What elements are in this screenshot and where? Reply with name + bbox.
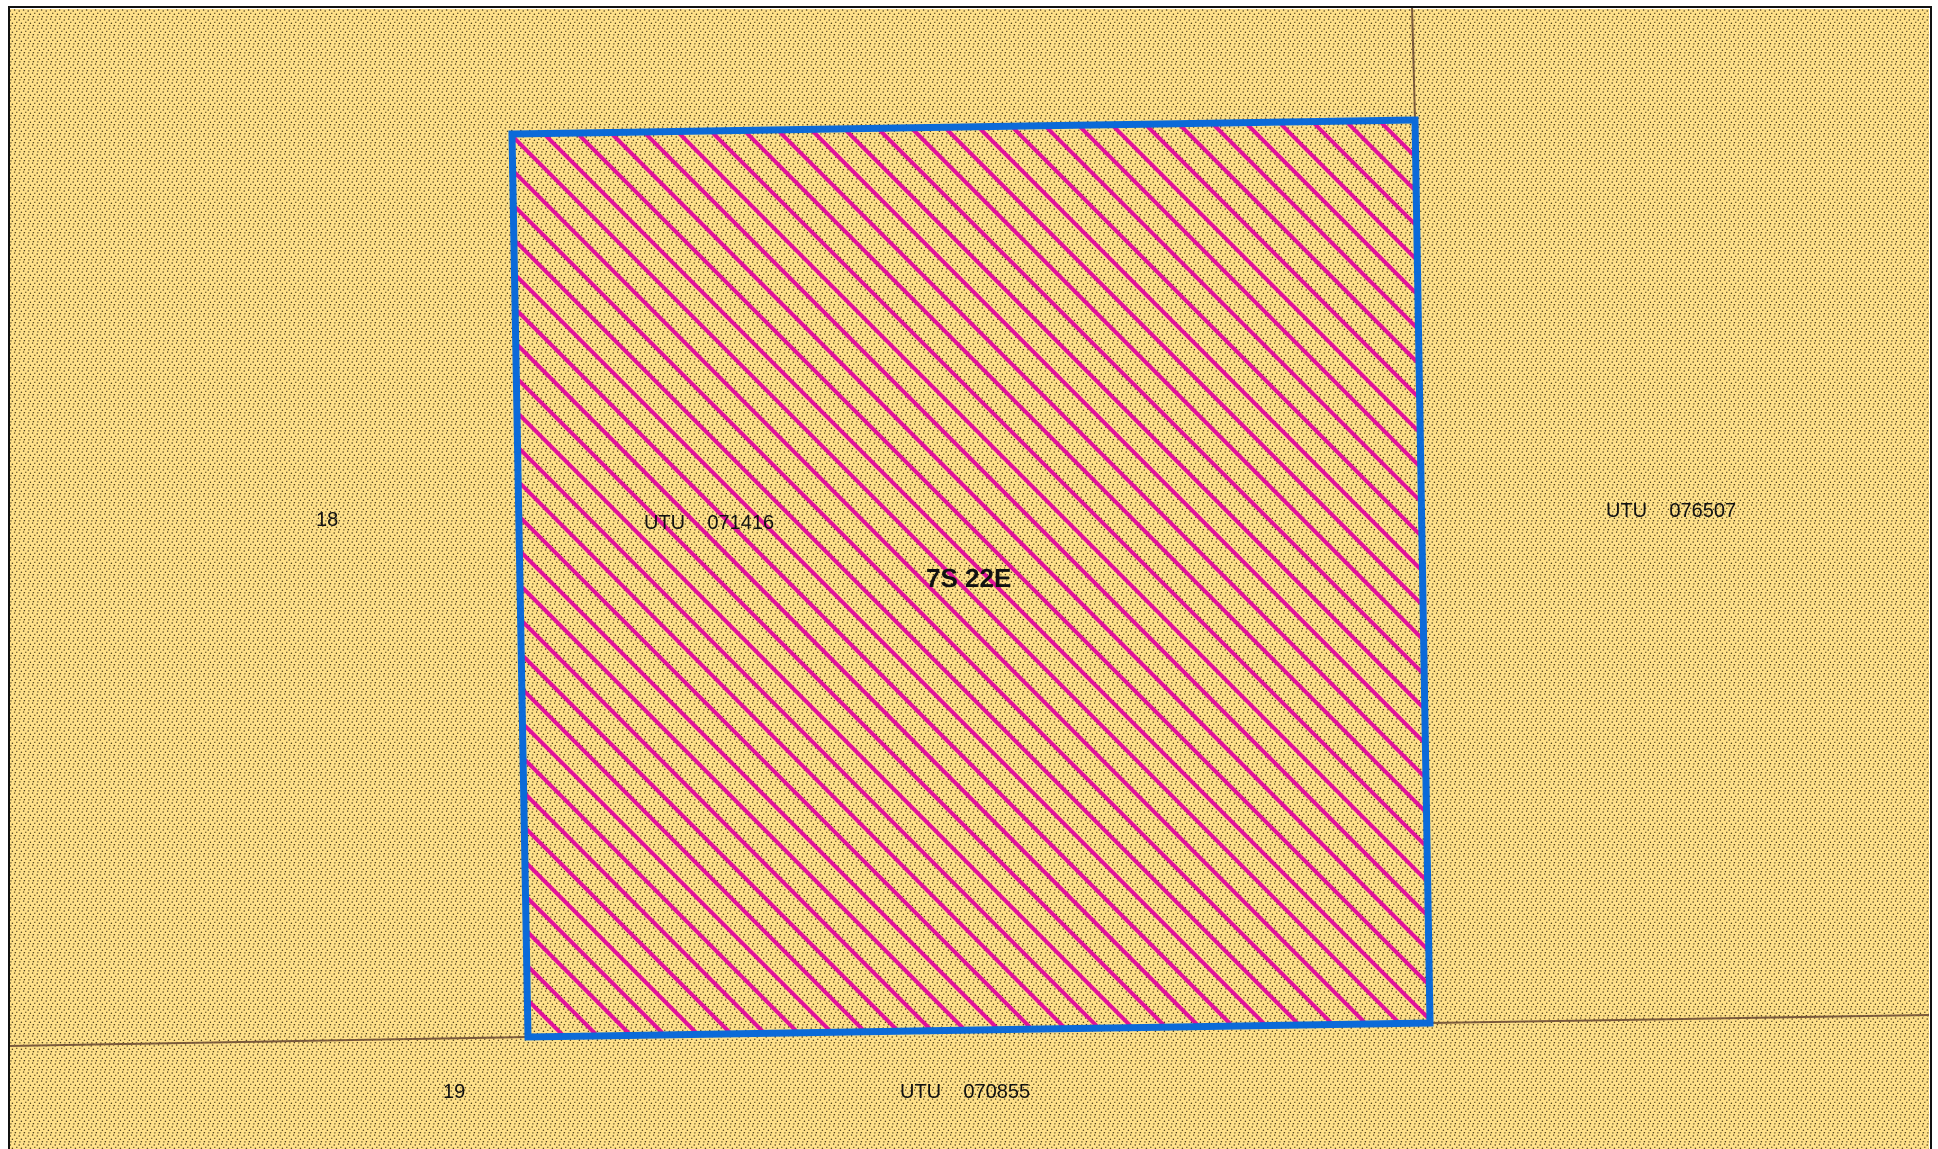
selected-parcel-hatch xyxy=(512,120,1430,1037)
selected-parcel-outline[interactable] xyxy=(508,116,1434,1041)
section-label-18: 18 xyxy=(316,509,338,531)
selected-parcel[interactable] xyxy=(500,110,1450,1050)
lease-label-east: UTU 076507 xyxy=(1606,500,1736,522)
township-range-label: 7S 22E xyxy=(926,563,1011,593)
lease-label-south: UTU 070855 xyxy=(900,1081,1030,1103)
map-frame xyxy=(8,6,1932,1149)
lease-label-west: UTU 071416 xyxy=(644,512,774,534)
parcel-boundary-north-line xyxy=(1411,5,1416,121)
section-label-19: 19 xyxy=(443,1081,465,1103)
